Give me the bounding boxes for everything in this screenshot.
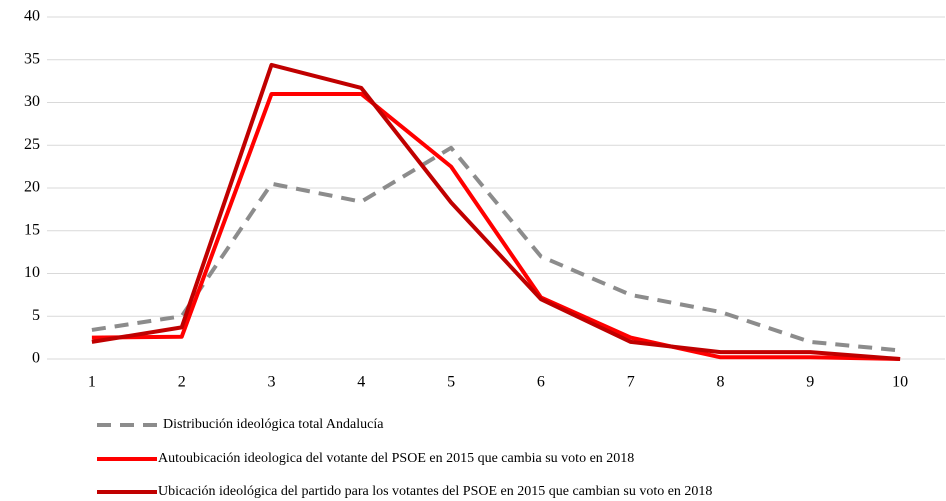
x-tick-label: 8 bbox=[717, 374, 725, 391]
y-tick-label: 25 bbox=[24, 136, 40, 153]
x-tick-label: 10 bbox=[892, 374, 908, 391]
y-tick-label: 0 bbox=[32, 350, 40, 367]
x-tick-label: 4 bbox=[357, 374, 365, 391]
legend-label: Autoubicación ideologica del votante del… bbox=[158, 451, 634, 466]
y-tick-label: 35 bbox=[24, 50, 40, 67]
y-tick-label: 40 bbox=[24, 8, 40, 25]
x-tick-label: 3 bbox=[268, 374, 276, 391]
x-tick-label: 9 bbox=[806, 374, 814, 391]
x-tick-label: 6 bbox=[537, 374, 545, 391]
x-tick-label: 7 bbox=[627, 374, 635, 391]
series-line bbox=[91, 145, 901, 353]
x-tick-label: 2 bbox=[178, 374, 186, 391]
series-line bbox=[91, 91, 901, 361]
x-tick-label: 1 bbox=[88, 374, 96, 391]
y-tick-label: 20 bbox=[24, 179, 40, 196]
y-tick-label: 30 bbox=[24, 93, 40, 110]
series-line bbox=[91, 62, 901, 361]
x-tick-label: 5 bbox=[447, 374, 455, 391]
y-tick-label: 10 bbox=[24, 264, 40, 281]
legend-label: Distribución ideológica total Andalucía bbox=[163, 417, 384, 432]
legend-label: Ubicación ideológica del partido para lo… bbox=[158, 484, 712, 499]
y-tick-label: 5 bbox=[32, 307, 40, 324]
y-tick-label: 15 bbox=[24, 221, 40, 238]
